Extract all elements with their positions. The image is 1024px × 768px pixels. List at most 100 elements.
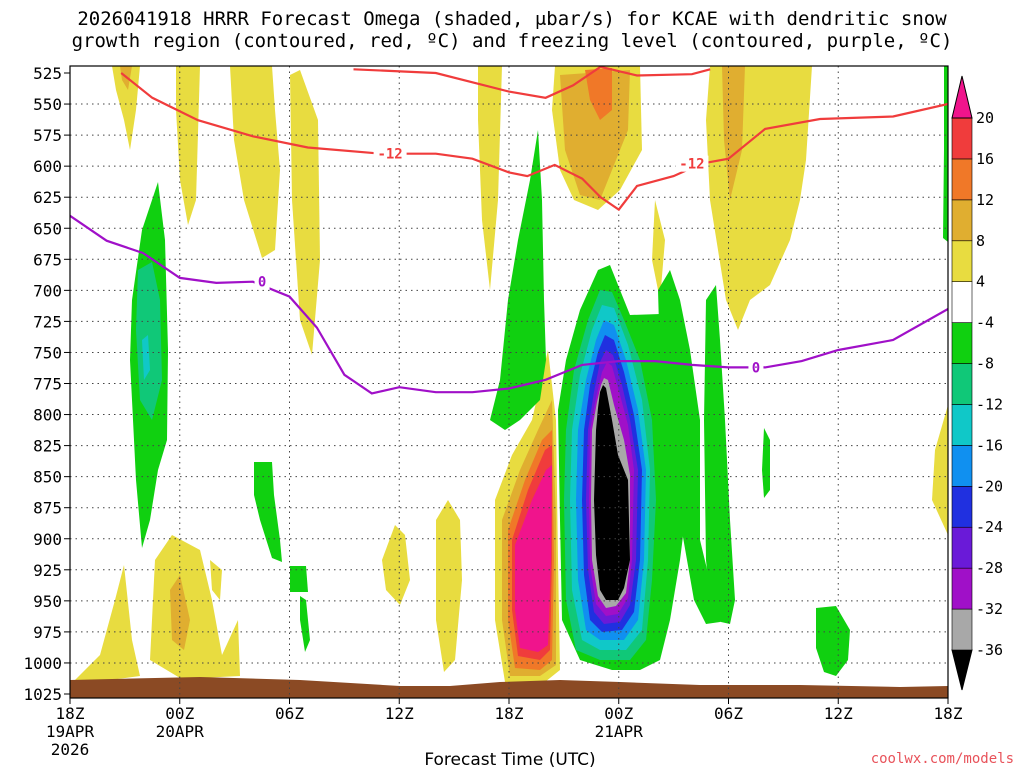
y-tick-label: 725 [33,312,62,331]
chart-title: 2026041918 HRRR Forecast Omega (shaded, … [0,8,1024,52]
omega-blob [515,465,552,652]
colorbar-segment [951,404,973,446]
x-tick-label: 12Z [385,704,414,723]
omega-blob [290,70,320,355]
contour-label-background [675,155,709,172]
omega-blob [230,66,280,258]
colorbar-segment [951,322,973,364]
contour-label: -12 [679,157,704,173]
omega-blob [210,560,222,600]
contour-label: 0 [752,360,760,376]
contour-label-background [373,145,407,162]
y-tick-label: 525 [33,64,62,83]
colorbar-segment [951,363,973,405]
y-tick-label: 600 [33,157,62,176]
contour-layer: -12 -12 0 0 [70,66,948,395]
omega-blob [436,500,462,672]
omega-blob [170,575,190,650]
x-tick-label: 18Z [495,704,524,723]
omega-blob [585,68,612,120]
y-tick-label: 975 [33,623,62,642]
colorbar-tick-label: 4 [976,273,985,291]
x-tick-year-label: 2026 [51,740,90,759]
y-tick-label: 950 [33,592,62,611]
x-tick-date-label: 21APR [595,722,644,741]
omega-blob [490,130,546,430]
omega-blob [382,525,410,605]
colorbar: -36 -32 -28 -24 -20 -16 -12 -8 -4 4 8 12 16 20 [951,75,1003,691]
chart-title-line-2: growth region (contoured, red, ºC) and f… [71,30,953,52]
colorbar-segment [951,158,973,201]
y-tick-label: 575 [33,126,62,145]
omega-blob [704,285,735,624]
credit-text: coolwx.com/models [871,751,1014,767]
x-tick-label: 18Z [56,704,85,723]
colorbar-tick-label: -8 [976,355,994,373]
colorbar-tick-label: -4 [976,314,994,332]
grid [70,66,948,698]
contour-label-background [748,359,764,376]
omega-blob [112,66,140,150]
y-tick-label: 875 [33,499,62,518]
colorbar-tick-label: -20 [976,477,1003,495]
colorbar-end-triangle-low [951,649,973,691]
omega-blob [652,200,665,300]
omega-blob [478,66,502,290]
omega-blob [816,606,850,676]
x-tick-label: 18Z [934,704,963,723]
x-axis-label: Forecast Time (UTC) [424,750,595,768]
colorbar-segment [951,199,973,242]
colorbar-segment [951,240,973,282]
omega-blob [136,262,162,420]
y-tick-label: 650 [33,219,62,238]
colorbar-tick-label: 8 [976,232,985,250]
colorbar-tick-label: 12 [976,191,994,209]
x-tick-label: 00Z [604,704,633,723]
omega-blob [722,66,745,200]
omega-blob [658,270,720,624]
x-tick-label: 00Z [165,704,194,723]
y-tick-label: 800 [33,406,62,425]
omega-blob [943,66,948,242]
y-tick-label: 850 [33,468,62,487]
x-tick-date-label: 20APR [156,722,205,741]
contour-label: 0 [258,275,266,291]
colorbar-segment [951,567,973,610]
contour-line [70,214,948,395]
y-tick-label: 825 [33,437,62,456]
omega-blob [594,385,630,600]
y-tick-label: 625 [33,188,62,207]
x-tick-label: 06Z [275,704,304,723]
contour-line [120,72,948,212]
contour-label-background [254,273,270,290]
colorbar-segment [951,117,973,160]
y-tick-label: 775 [33,375,62,394]
colorbar-tick-label: -28 [976,559,1003,577]
colorbar-tick-label: -32 [976,600,1003,618]
omega-blob [300,596,310,652]
colorbar-segment [951,526,973,569]
y-tick-label: 925 [33,561,62,580]
y-axis: 525 550 575 600 625 650 675 700 725 750 775 800 825 8… [23,64,70,704]
omega-blob [176,66,200,225]
omega-blob [290,566,308,592]
x-tick-date-label: 19APR [46,722,95,741]
y-tick-label: 1025 [23,685,62,704]
colorbar-tick-label: -16 [976,436,1003,454]
omega-blob [150,535,240,678]
chart-title-line-1: 2026041918 HRRR Forecast Omega (shaded, … [77,8,947,30]
contour-line [353,66,711,99]
y-tick-label: 900 [33,530,62,549]
y-tick-label: 550 [33,95,62,114]
y-tick-label: 1000 [23,654,62,673]
omega-blob [142,335,150,380]
omega-blob [762,428,770,498]
colorbar-tick-label: 20 [976,109,994,127]
colorbar-segment [951,608,973,651]
omega-blob [932,405,948,535]
colorbar-segment [951,445,973,487]
y-tick-label: 700 [33,281,62,300]
omega-blob [75,565,140,680]
